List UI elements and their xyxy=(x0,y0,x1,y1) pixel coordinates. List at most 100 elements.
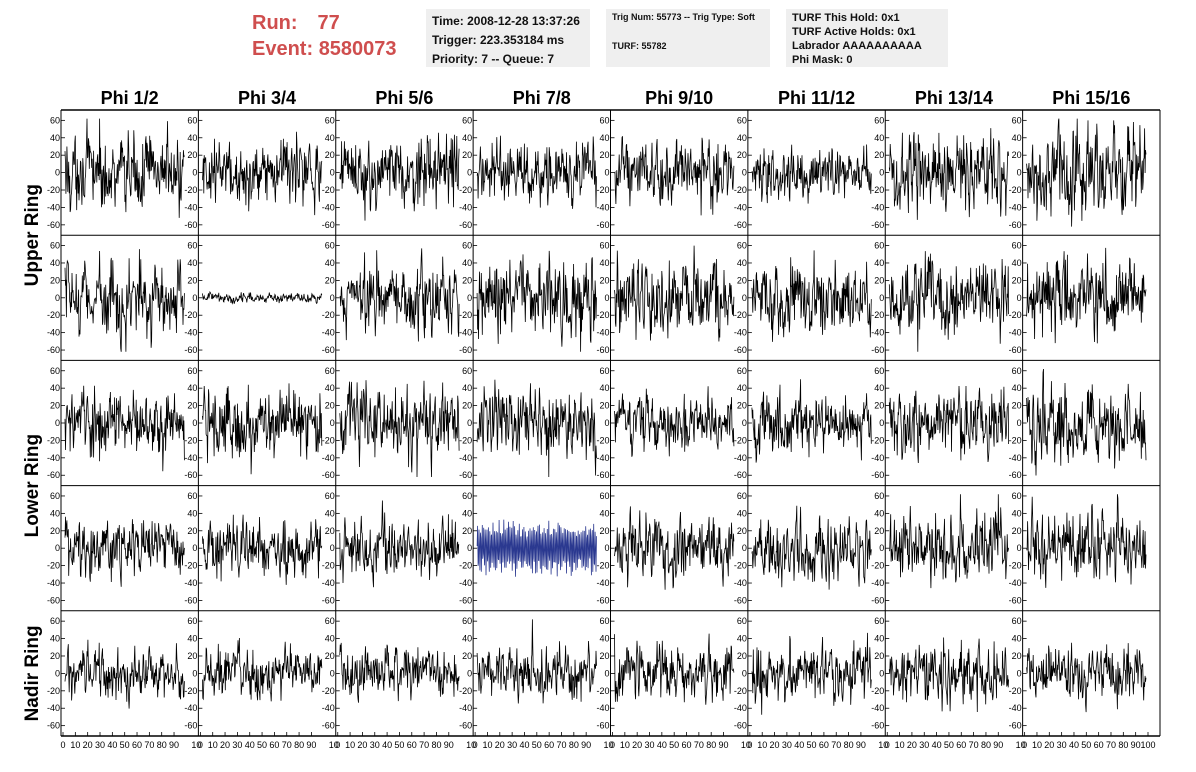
y-tick-label: 60 xyxy=(50,115,60,125)
column-header: Phi 15/16 xyxy=(1052,88,1130,108)
y-tick-label: -40 xyxy=(322,578,335,588)
y-tick-label: -20 xyxy=(184,310,197,320)
y-tick-label: 60 xyxy=(325,491,335,501)
y-tick-label: -20 xyxy=(596,686,609,696)
y-tick-label: -20 xyxy=(871,185,884,195)
y-tick-label: -60 xyxy=(322,345,335,355)
y-tick-label: 0 xyxy=(879,543,884,553)
waveform-trace xyxy=(202,383,323,475)
y-tick-label: -20 xyxy=(1009,686,1022,696)
y-tick-label: -40 xyxy=(184,453,197,463)
y-tick-label: -20 xyxy=(47,435,60,445)
turf-info-panel: TURF This Hold: 0x1 TURF Active Holds: 0… xyxy=(786,9,948,67)
run-value: 77 xyxy=(317,12,340,34)
x-tick-label: 30 xyxy=(370,740,380,750)
x-tick-label: 50 xyxy=(1081,740,1091,750)
y-tick-label: 0 xyxy=(1017,293,1022,303)
y-tick-label: -20 xyxy=(1009,185,1022,195)
y-tick-label: -40 xyxy=(871,578,884,588)
x-tick-label: 90 xyxy=(306,740,316,750)
y-tick-label: 0 xyxy=(742,293,747,303)
y-tick-label: -20 xyxy=(734,310,747,320)
y-tick-label: -60 xyxy=(596,345,609,355)
y-tick-label: -60 xyxy=(734,595,747,605)
y-tick-label: -20 xyxy=(322,561,335,571)
y-tick-label: 0 xyxy=(879,293,884,303)
y-tick-label: 60 xyxy=(462,491,472,501)
x-tick-label: 70 xyxy=(282,740,292,750)
y-tick-label: 20 xyxy=(462,150,472,160)
y-tick-label: 60 xyxy=(599,616,609,626)
x-tick-label: 10 xyxy=(1032,740,1042,750)
waveform-trace xyxy=(614,386,735,457)
y-tick-label: 0 xyxy=(742,668,747,678)
x-tick-label: 40 xyxy=(657,740,667,750)
y-tick-label: 60 xyxy=(599,491,609,501)
x-tick-label: 90 xyxy=(856,740,866,750)
x-tick-label: 50 xyxy=(532,740,542,750)
y-tick-label: 60 xyxy=(1012,616,1022,626)
x-tick-label: 30 xyxy=(507,740,517,750)
y-tick-label: 0 xyxy=(467,418,472,428)
y-tick-label: -40 xyxy=(459,703,472,713)
y-tick-label: -20 xyxy=(47,185,60,195)
y-tick-label: 0 xyxy=(742,418,747,428)
x-tick-label: 30 xyxy=(1057,740,1067,750)
y-tick-label: -60 xyxy=(184,721,197,731)
y-tick-label: 60 xyxy=(325,616,335,626)
y-tick-label: 0 xyxy=(330,668,335,678)
x-tick-label: 40 xyxy=(794,740,804,750)
y-tick-label: 40 xyxy=(599,383,609,393)
y-tick-label: 0 xyxy=(1017,168,1022,178)
y-tick-label: 40 xyxy=(599,133,609,143)
x-tick-label: 60 xyxy=(269,740,279,750)
x-tick-label: 40 xyxy=(107,740,117,750)
y-tick-label: -60 xyxy=(1009,220,1022,230)
waveform-trace xyxy=(888,385,1009,464)
y-tick-label: 60 xyxy=(50,366,60,376)
y-tick-label: -40 xyxy=(596,328,609,338)
y-tick-label: -60 xyxy=(47,220,60,230)
x-tick-label: 10 xyxy=(191,740,201,750)
y-tick-label: 40 xyxy=(1012,634,1022,644)
y-tick-label: -60 xyxy=(871,345,884,355)
y-tick-label: -40 xyxy=(184,578,197,588)
y-tick-label: 20 xyxy=(50,275,60,285)
y-tick-label: -20 xyxy=(459,185,472,195)
x-tick-label: 50 xyxy=(807,740,817,750)
y-tick-label: -60 xyxy=(596,220,609,230)
y-tick-label: 20 xyxy=(325,651,335,661)
y-tick-label: 20 xyxy=(874,150,884,160)
waveform-trace xyxy=(339,500,460,588)
y-tick-label: 20 xyxy=(737,275,747,285)
y-tick-label: 40 xyxy=(325,383,335,393)
run-event-box: Run: 77 Event: 8580073 xyxy=(252,10,397,62)
y-tick-label: 60 xyxy=(462,115,472,125)
time-text: Time: 2008-12-28 13:37:26 xyxy=(432,14,580,28)
y-tick-label: 20 xyxy=(874,526,884,536)
y-tick-label: 0 xyxy=(55,418,60,428)
y-tick-label: 60 xyxy=(462,241,472,251)
time-info-panel: Time: 2008-12-28 13:37:26 Trigger: 223.3… xyxy=(426,9,590,67)
waveform-trace xyxy=(339,248,460,342)
x-tick-label: 90 xyxy=(444,740,454,750)
y-tick-label: -60 xyxy=(1009,595,1022,605)
column-header: Phi 11/12 xyxy=(778,88,855,108)
y-tick-label: -40 xyxy=(871,703,884,713)
y-tick-label: 60 xyxy=(874,366,884,376)
y-tick-label: 60 xyxy=(874,616,884,626)
waveform-trace xyxy=(1026,368,1147,476)
y-tick-label: -40 xyxy=(322,328,335,338)
y-tick-label: 40 xyxy=(187,133,197,143)
y-tick-label: -20 xyxy=(871,686,884,696)
x-tick-label: 10 xyxy=(620,740,630,750)
y-tick-label: -20 xyxy=(184,686,197,696)
waveform-trace xyxy=(1026,247,1147,344)
x-tick-label: 100 xyxy=(1140,740,1155,750)
y-tick-label: 60 xyxy=(874,491,884,501)
y-tick-label: -60 xyxy=(184,220,197,230)
y-tick-label: 60 xyxy=(187,115,197,125)
waveform-trace xyxy=(614,136,735,216)
x-tick-label: 20 xyxy=(357,740,367,750)
y-tick-label: 60 xyxy=(325,241,335,251)
